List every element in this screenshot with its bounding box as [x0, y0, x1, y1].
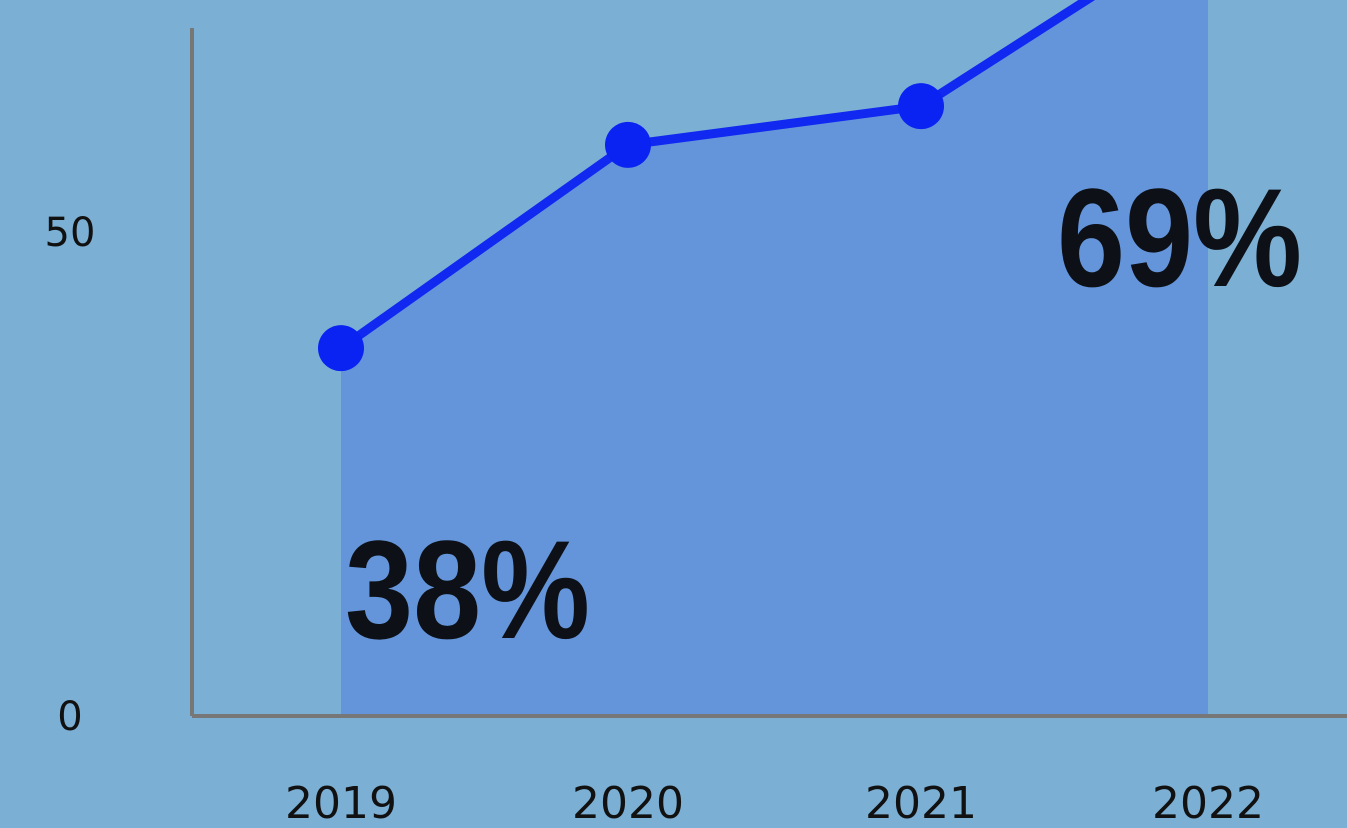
x-tick-label: 2022	[1152, 778, 1264, 828]
y-tick-labels: 0 50	[45, 210, 96, 740]
x-tick-label: 2019	[285, 778, 397, 828]
area-layer	[341, 0, 1208, 716]
y-tick-label: 50	[45, 210, 96, 256]
y-tick-label: 0	[57, 694, 82, 740]
data-point	[605, 121, 651, 168]
x-tick-label: 2020	[572, 778, 684, 828]
line-layer	[336, 0, 1095, 353]
data-label: 38%	[345, 511, 590, 668]
data-point	[318, 325, 364, 372]
data-label: 69%	[1057, 159, 1302, 316]
series-line	[336, 0, 1095, 353]
area-fill	[341, 0, 1208, 716]
axis-layer	[190, 28, 1347, 718]
x-tick-label: 2021	[865, 778, 977, 828]
x-tick-labels: 2019 2020 2021 2022	[285, 778, 1264, 828]
marker-layer	[318, 83, 944, 372]
data-point	[898, 83, 944, 130]
annotation-layer: 38% 69%	[345, 159, 1302, 668]
